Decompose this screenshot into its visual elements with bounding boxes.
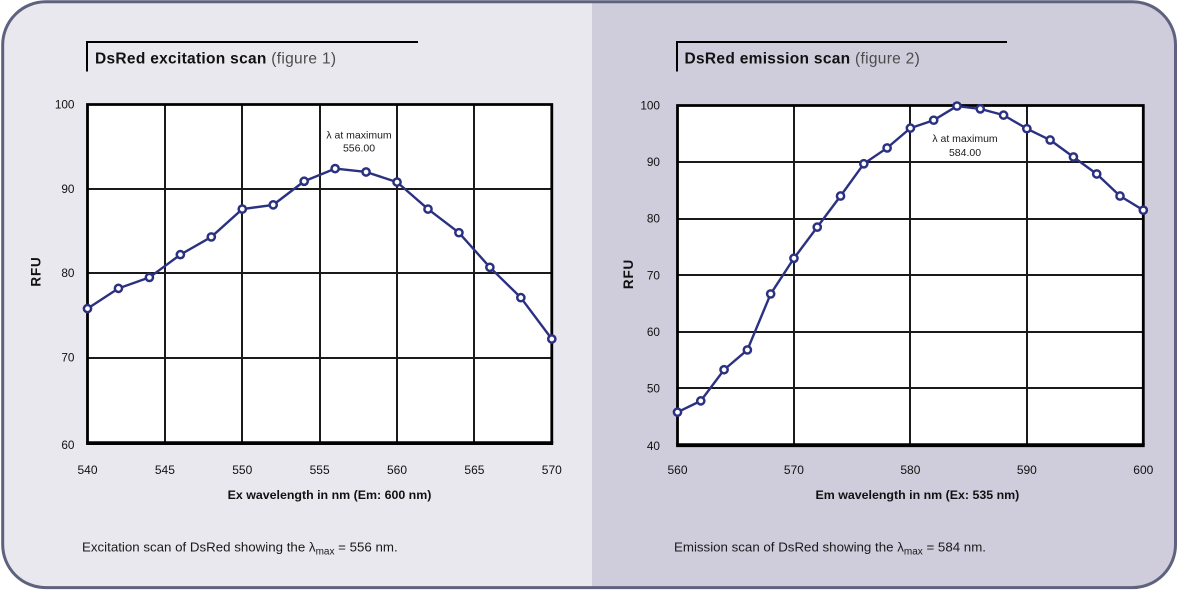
svg-text:584.00: 584.00: [949, 147, 981, 159]
svg-text:555: 555: [310, 463, 330, 477]
svg-text:70: 70: [647, 268, 661, 282]
svg-text:565: 565: [464, 463, 484, 477]
svg-text:Em wavelength in nm (Ex: 535 n: Em wavelength in nm (Ex: 535 nm): [815, 488, 1019, 502]
svg-text:RFU: RFU: [621, 259, 636, 289]
svg-text:590: 590: [1017, 463, 1037, 477]
svg-text:545: 545: [155, 463, 175, 477]
svg-text:DsRed excitation scan (figure: DsRed excitation scan (figure 1): [95, 51, 336, 68]
svg-text:50: 50: [647, 381, 661, 395]
svg-text:90: 90: [647, 155, 661, 169]
svg-text:100: 100: [55, 98, 75, 112]
svg-text:60: 60: [61, 438, 75, 452]
svg-text:556.00: 556.00: [343, 143, 375, 155]
svg-text:580: 580: [900, 463, 920, 477]
svg-text:600: 600: [1133, 463, 1153, 477]
svg-text:80: 80: [61, 266, 75, 280]
svg-text:100: 100: [640, 99, 660, 113]
svg-text:80: 80: [647, 212, 661, 226]
svg-text:560: 560: [387, 463, 407, 477]
svg-text:90: 90: [61, 182, 75, 196]
svg-text:570: 570: [542, 463, 562, 477]
svg-text:40: 40: [647, 439, 661, 453]
svg-text:60: 60: [647, 325, 661, 339]
svg-text:560: 560: [667, 463, 687, 477]
svg-text:540: 540: [77, 463, 97, 477]
svg-text:λ at maximum: λ at maximum: [326, 130, 392, 142]
svg-text:70: 70: [61, 351, 75, 365]
svg-text:570: 570: [784, 463, 804, 477]
svg-text:Ex wavelength in nm (Em: 600 n: Ex wavelength in nm (Em: 600 nm): [228, 488, 432, 502]
svg-text:550: 550: [232, 463, 252, 477]
svg-text:DsRed emission scan (figure 2): DsRed emission scan (figure 2): [685, 51, 921, 68]
svg-text:RFU: RFU: [29, 256, 44, 286]
svg-text:λ at maximum: λ at maximum: [932, 133, 998, 145]
